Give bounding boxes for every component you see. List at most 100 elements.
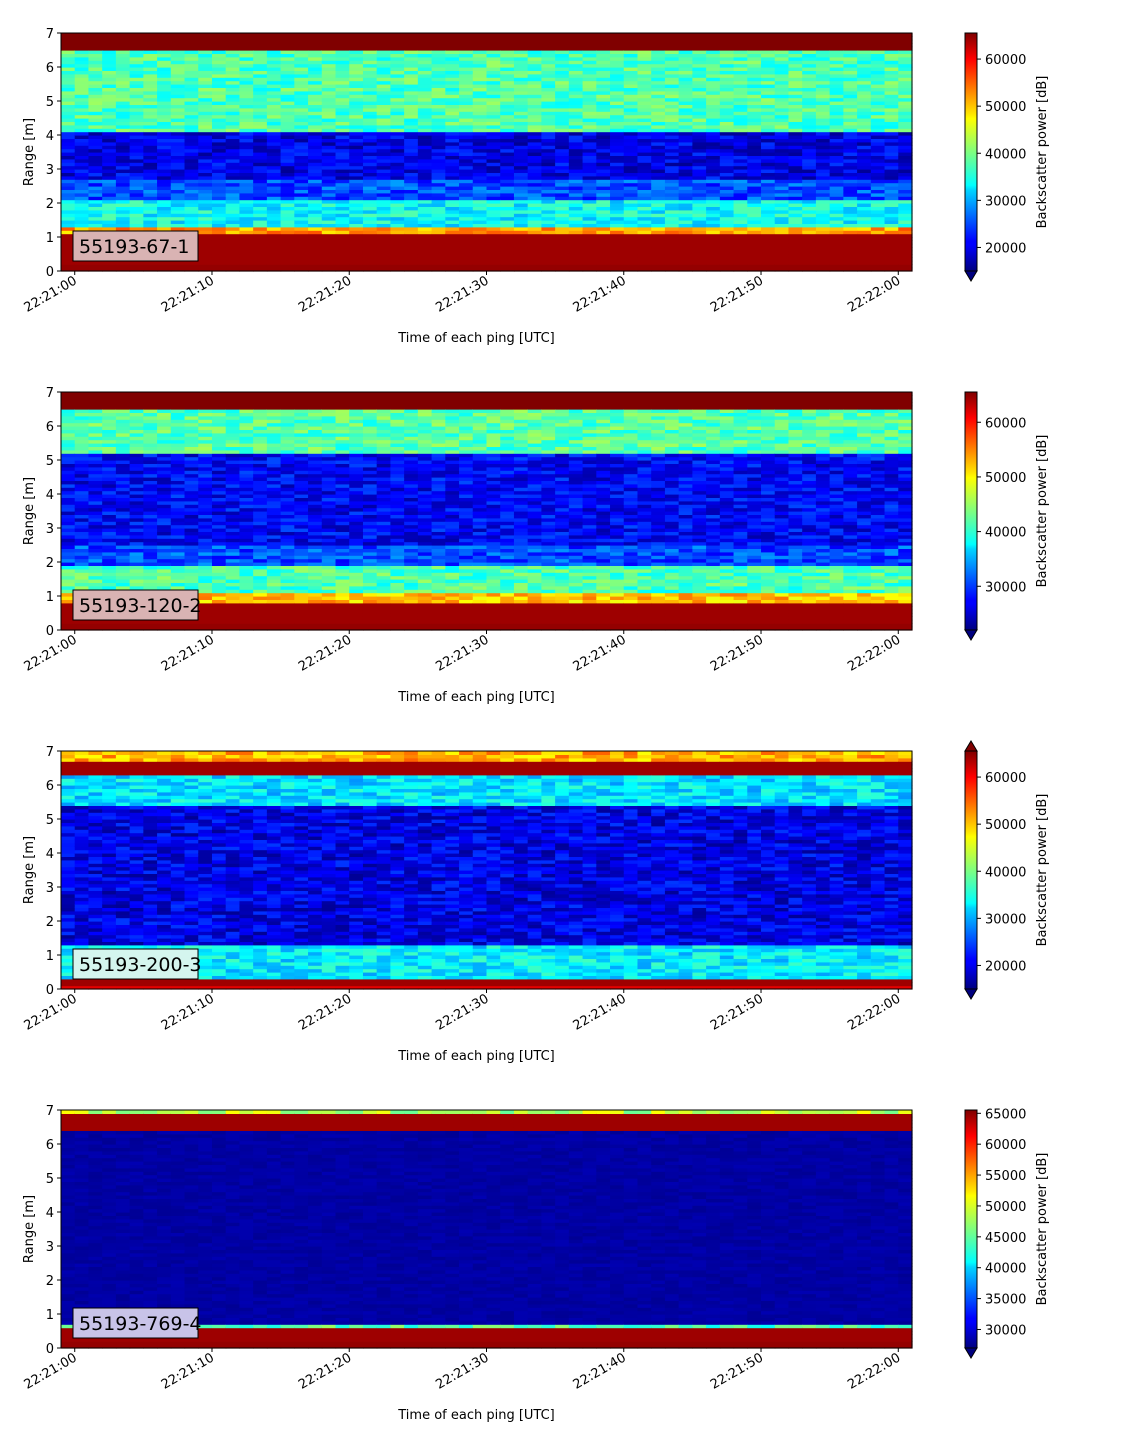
heatmap-cell	[308, 223, 323, 228]
heatmap-cell	[280, 175, 295, 180]
heatmap-cell	[870, 216, 886, 221]
heatmap-cell	[143, 107, 158, 112]
heatmap-cell	[225, 94, 241, 99]
heatmap-cell	[513, 182, 529, 187]
heatmap-cell	[129, 504, 144, 509]
heatmap-cell	[472, 192, 488, 197]
heatmap-cell	[143, 392, 158, 396]
heatmap-cell	[143, 148, 158, 153]
heatmap-cell	[321, 155, 337, 160]
heatmap-cell	[280, 46, 295, 51]
heatmap-cell	[898, 199, 913, 204]
heatmap-cell	[239, 67, 254, 71]
heatmap-cell	[664, 141, 680, 146]
heatmap-cell	[568, 182, 584, 187]
heatmap-cell	[266, 203, 282, 207]
heatmap-cell	[225, 172, 241, 177]
heatmap-cell	[225, 56, 241, 61]
heatmap-cell	[321, 53, 337, 58]
heatmap-cell	[88, 189, 103, 194]
heatmap-cell	[294, 179, 309, 184]
heatmap-cell	[280, 196, 295, 201]
heatmap-cell	[280, 209, 295, 214]
heatmap-cell	[115, 84, 131, 88]
heatmap-cell	[445, 165, 460, 170]
heatmap-cell	[527, 148, 543, 153]
heatmap-cell	[870, 250, 886, 255]
heatmap-cell	[253, 70, 268, 75]
heatmap-cell	[486, 250, 501, 255]
heatmap-cell	[294, 141, 309, 146]
heatmap-cell	[198, 107, 213, 112]
heatmap-cell	[555, 243, 570, 248]
heatmap-cell	[225, 179, 241, 184]
heatmap-cell	[596, 141, 611, 146]
heatmap-cell	[815, 216, 831, 221]
heatmap-cell	[225, 257, 241, 262]
heatmap-cell	[294, 175, 309, 180]
heatmap-cell	[390, 33, 405, 37]
x-tick-label: 22:21:30	[433, 273, 491, 315]
heatmap-cell	[115, 213, 131, 218]
heatmap-cell	[280, 43, 295, 48]
heatmap-cell	[651, 141, 666, 146]
heatmap-cell	[527, 209, 543, 214]
heatmap-cell	[898, 209, 913, 214]
heatmap-cell	[198, 158, 213, 163]
heatmap-cell	[184, 50, 199, 54]
heatmap-cell	[88, 107, 103, 112]
heatmap-cell	[157, 436, 172, 441]
heatmap-cell	[184, 73, 199, 78]
heatmap-cell	[225, 192, 241, 197]
heatmap-cell	[61, 264, 76, 269]
heatmap-cell	[266, 101, 282, 105]
heatmap-cell	[61, 189, 76, 194]
heatmap-cell	[527, 182, 543, 187]
heatmap-cell	[294, 128, 309, 133]
heatmap-cell	[253, 60, 268, 65]
heatmap-cell	[486, 131, 501, 136]
heatmap-cell	[857, 33, 872, 37]
heatmap-cell	[61, 70, 76, 75]
heatmap-cell	[170, 220, 186, 224]
heatmap-cell	[266, 155, 282, 160]
heatmap-cell	[239, 111, 254, 116]
heatmap-cell	[376, 264, 392, 269]
heatmap-cell	[198, 243, 213, 248]
heatmap-cell	[486, 216, 501, 221]
heatmap-cell	[115, 67, 131, 71]
heatmap-cell	[253, 128, 268, 133]
heatmap-cell	[74, 50, 90, 54]
heatmap-cell	[472, 199, 488, 204]
heatmap-cell	[129, 135, 144, 139]
heatmap-cell	[486, 33, 501, 37]
heatmap-cell	[294, 220, 309, 224]
heatmap-cell	[294, 118, 309, 122]
heatmap-cell	[239, 199, 254, 204]
heatmap-cell	[541, 250, 556, 255]
heatmap-cell	[253, 53, 268, 58]
heatmap-cell	[211, 233, 227, 238]
heatmap-cell	[239, 192, 254, 197]
heatmap-cell	[225, 135, 241, 139]
heatmap-cell	[61, 80, 76, 85]
heatmap-cell	[61, 104, 76, 109]
heatmap-cell	[555, 182, 570, 187]
heatmap-cell	[321, 73, 337, 78]
heatmap-cell	[390, 233, 405, 238]
heatmap-cell	[88, 70, 103, 75]
heatmap-cell	[568, 192, 584, 197]
heatmap-cell	[74, 213, 90, 218]
heatmap-cell	[513, 33, 529, 37]
heatmap-cell	[321, 124, 337, 129]
heatmap-cell	[774, 264, 790, 269]
heatmap-cell	[211, 56, 227, 61]
heatmap-cell	[678, 148, 693, 153]
heatmap-cell	[102, 124, 117, 129]
heatmap-cell	[225, 114, 241, 119]
heatmap-cell	[884, 175, 899, 180]
heatmap-cell	[308, 257, 323, 262]
heatmap-cell	[486, 192, 501, 197]
heatmap-cell	[102, 118, 117, 122]
